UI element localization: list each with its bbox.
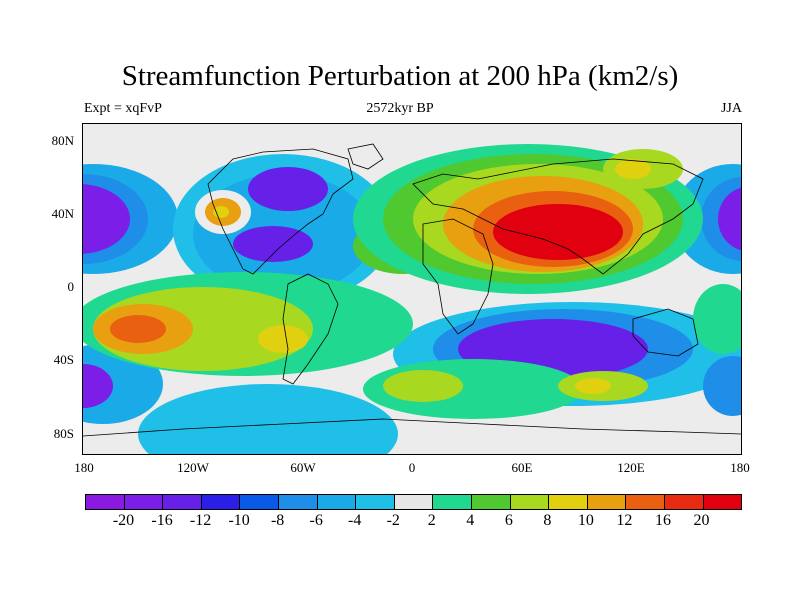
contour-antarctic-blue (138, 384, 398, 454)
antarctica-coast (83, 418, 741, 437)
season-label: JJA (720, 101, 742, 116)
lon-label-180e: 180 (730, 460, 750, 475)
colorbar-segment (433, 495, 472, 509)
colorbar-label: -2 (386, 512, 400, 529)
time-label: 2572kyr BP (366, 101, 434, 116)
colorbar-label: -10 (228, 512, 250, 529)
colorbar-segment (587, 495, 627, 509)
contour-siberia-yellow (615, 159, 651, 179)
contour-s-pacific-dark-orange (110, 315, 166, 343)
colorbar-label: -4 (348, 512, 362, 529)
contour-se-pacific-blue (703, 356, 741, 416)
chart-title: Streamfunction Perturbation at 200 hPa (… (121, 60, 679, 92)
contour-n-pacific-purple (83, 184, 130, 254)
lat-label-40s: 40S (53, 352, 74, 367)
colorbar-segment (86, 495, 125, 509)
colorbar (85, 494, 742, 510)
lat-label-80s: 80S (53, 426, 74, 441)
colorbar-segment (664, 495, 704, 509)
contour-w-pacific-purple (718, 187, 741, 251)
lon-label-180w: 180 (74, 460, 94, 475)
colorbar-segment (703, 495, 742, 509)
colorbar-label: -20 (112, 512, 135, 529)
lon-label-120w: 120W (177, 460, 209, 475)
colorbar-segment (163, 495, 202, 509)
contour-nw-yellow (213, 206, 229, 218)
colorbar-segment (124, 495, 164, 509)
colorbar-segment (626, 495, 665, 509)
colorbar-label: 2 (427, 512, 436, 529)
eurasia-coast (412, 158, 704, 275)
lon-label-60e: 60E (511, 460, 533, 475)
colorbar-segment (278, 495, 318, 509)
contour-samerica-yellow (258, 325, 308, 353)
colorbar-segment (317, 495, 357, 509)
colorbar-segment (240, 495, 279, 509)
south-america-coast (282, 273, 339, 385)
lon-label-60w: 60W (290, 460, 316, 475)
experiment-label: Expt = xqFvP (84, 101, 162, 116)
colorbar-label: 20 (693, 512, 710, 529)
contour-usa-purple (233, 226, 313, 262)
colorbar-label: 10 (577, 512, 594, 529)
colorbar-segment (549, 495, 588, 509)
colorbar-label: -16 (151, 512, 173, 529)
contour-canada-purple (248, 167, 328, 211)
colorbar-segment (394, 495, 434, 509)
colorbar-label: 6 (504, 512, 513, 529)
greenland-coast (347, 143, 384, 170)
australia-coast (632, 308, 699, 357)
colorbar-label: 12 (616, 512, 633, 529)
colorbar-segment (510, 495, 550, 509)
north-america-coast (207, 148, 354, 275)
lat-label-equator: 0 (67, 279, 75, 294)
contour-s-atlantic-lime (383, 370, 463, 402)
colorbar-segment (471, 495, 511, 509)
coastlines (83, 143, 741, 437)
colorbar-label: 4 (466, 512, 475, 529)
colorbar-segment (201, 495, 241, 509)
lat-label-40n: 40N (51, 206, 74, 221)
contour-se-pacific-teal (693, 284, 741, 354)
contour-s-indian-yellow (575, 378, 611, 394)
africa-coast (422, 218, 494, 335)
colorbar-label: 8 (543, 512, 552, 529)
streamfunction-map (83, 143, 741, 454)
contour-s-pacific-purple (83, 364, 113, 408)
map-panel (82, 123, 742, 455)
colorbar-label: 16 (654, 512, 671, 529)
lat-label-80n: 80N (51, 133, 74, 148)
colorbar-label: -12 (189, 512, 212, 529)
colorbar-segment (356, 495, 395, 509)
lon-label-0: 0 (408, 460, 416, 475)
colorbar-label: -8 (270, 512, 285, 529)
contour-eurasia-red (493, 204, 623, 260)
lon-label-120e: 120E (617, 460, 645, 475)
colorbar-label: -6 (309, 512, 323, 529)
